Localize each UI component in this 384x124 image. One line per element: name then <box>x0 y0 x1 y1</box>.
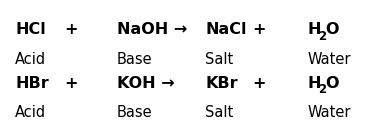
Text: +: + <box>64 22 78 37</box>
Text: Water: Water <box>307 105 351 120</box>
Text: 2: 2 <box>318 30 326 43</box>
Text: Base: Base <box>117 52 153 67</box>
Text: NaOH →: NaOH → <box>117 22 187 37</box>
Text: Salt: Salt <box>205 52 234 67</box>
Text: HBr: HBr <box>15 76 49 91</box>
Text: Salt: Salt <box>205 105 234 120</box>
Text: H: H <box>307 76 321 91</box>
Text: Base: Base <box>117 105 153 120</box>
Text: Acid: Acid <box>15 105 46 120</box>
Text: Water: Water <box>307 52 351 67</box>
Text: O: O <box>326 22 339 37</box>
Text: NaCl: NaCl <box>205 22 247 37</box>
Text: H: H <box>307 22 321 37</box>
Text: +: + <box>252 76 266 91</box>
Text: O: O <box>326 76 339 91</box>
Text: +: + <box>64 76 78 91</box>
Text: KBr: KBr <box>205 76 238 91</box>
Text: HCl: HCl <box>15 22 46 37</box>
Text: KOH →: KOH → <box>117 76 175 91</box>
Text: 2: 2 <box>318 83 326 96</box>
Text: Acid: Acid <box>15 52 46 67</box>
Text: +: + <box>252 22 266 37</box>
